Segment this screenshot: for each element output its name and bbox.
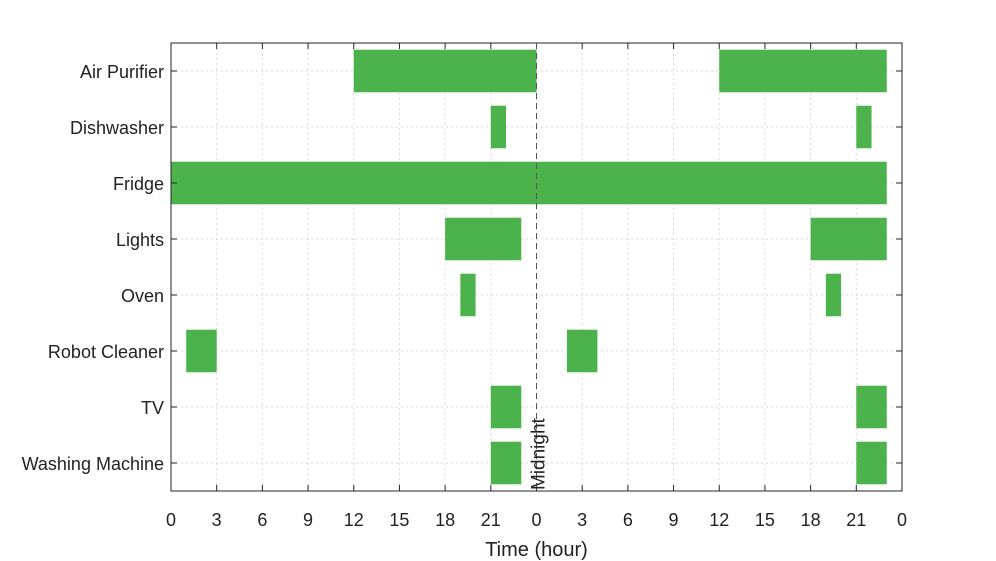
x-tick-label: 0 [166,510,176,530]
x-tick-label: 3 [212,510,222,530]
x-tick-label: 18 [801,510,821,530]
y-category-label: Robot Cleaner [48,342,164,362]
x-tick-label: 21 [846,510,866,530]
gantt-bar [825,273,842,317]
gantt-bar [490,385,522,429]
gantt-bar [186,329,217,373]
y-category-label: Washing Machine [22,454,164,474]
x-tick-label: 15 [755,510,775,530]
bars-layer [171,49,887,485]
gantt-bar [460,273,476,317]
y-category-label: Fridge [113,174,164,194]
x-axis-label: Time (hour) [485,539,588,561]
y-category-label: Air Purifier [80,62,164,82]
labels-layer: Midnight 0 3 6 9 12 15 18 21 0 3 6 9 12 15 18 21 0 Air Pur… [22,43,907,530]
x-tick-label: 9 [669,510,679,530]
x-tick-label: 0 [897,510,907,530]
gantt-bar [719,49,887,93]
y-category-label: Dishwasher [70,118,164,138]
x-tick-label: 9 [303,510,313,530]
x-tick-label: 6 [623,510,633,530]
y-category-label: Lights [116,230,164,250]
x-tick-label: 6 [257,510,267,530]
gantt-bar [490,105,507,149]
gantt-bar [566,329,598,373]
midnight-label: Midnight [529,417,550,490]
x-tick-label: 21 [481,510,501,530]
x-tick-label: 12 [709,510,729,530]
gantt-bar [856,385,887,429]
ticks-layer [171,43,902,491]
x-tick-label: 15 [389,510,409,530]
gantt-bar [810,217,887,261]
x-tick-label: 0 [531,510,541,530]
gantt-bar [856,105,872,149]
gantt-bar [445,217,522,261]
gantt-bar [353,49,537,93]
gantt-bar [490,441,522,485]
x-tick-label: 18 [435,510,455,530]
y-category-label: Oven [121,286,164,306]
x-tick-label: 12 [344,510,364,530]
gantt-bar [171,161,887,205]
x-tick-label: 3 [577,510,587,530]
y-category-label: TV [141,398,164,418]
gantt-bar [856,441,887,485]
